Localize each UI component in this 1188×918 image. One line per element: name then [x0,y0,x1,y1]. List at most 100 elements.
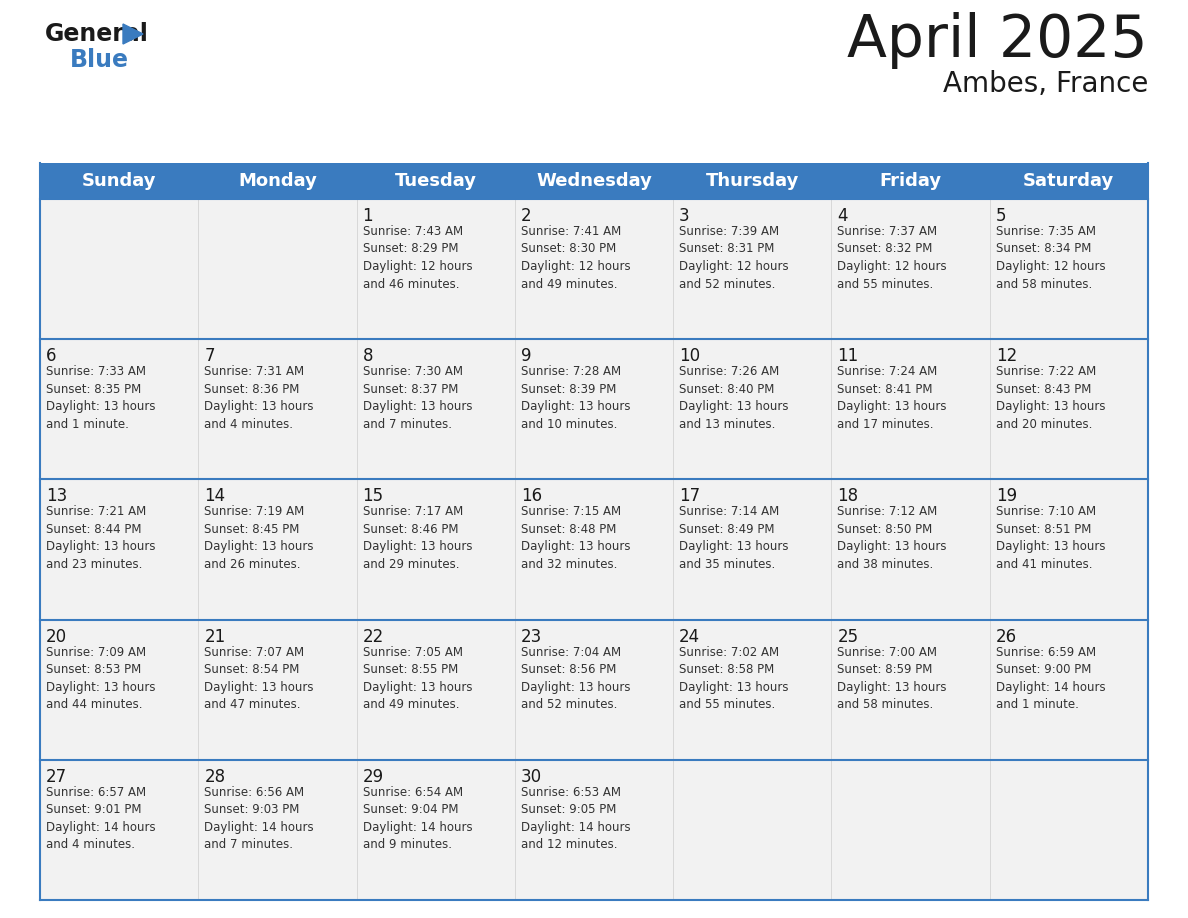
Text: Sunrise: 6:53 AM
Sunset: 9:05 PM
Daylight: 14 hours
and 12 minutes.: Sunrise: 6:53 AM Sunset: 9:05 PM Dayligh… [520,786,631,851]
Text: Blue: Blue [70,48,129,72]
Text: Sunrise: 6:56 AM
Sunset: 9:03 PM
Daylight: 14 hours
and 7 minutes.: Sunrise: 6:56 AM Sunset: 9:03 PM Dayligh… [204,786,314,851]
Bar [674,760,832,900]
Text: Saturday: Saturday [1023,172,1114,190]
Text: 11: 11 [838,347,859,365]
Text: April 2025: April 2025 [847,12,1148,69]
Text: Sunrise: 7:31 AM
Sunset: 8:36 PM
Daylight: 13 hours
and 4 minutes.: Sunrise: 7:31 AM Sunset: 8:36 PM Dayligh… [204,365,314,431]
Text: 5: 5 [996,207,1006,225]
Text: 23: 23 [520,628,542,645]
Text: Thursday: Thursday [706,172,800,190]
Text: 13: 13 [46,487,68,506]
Text: 29: 29 [362,767,384,786]
Text: Sunrise: 6:57 AM
Sunset: 9:01 PM
Daylight: 14 hours
and 4 minutes.: Sunrise: 6:57 AM Sunset: 9:01 PM Dayligh… [46,786,156,851]
Text: Sunrise: 7:28 AM
Sunset: 8:39 PM
Daylight: 13 hours
and 10 minutes.: Sunrise: 7:28 AM Sunset: 8:39 PM Dayligh… [520,365,631,431]
Text: 25: 25 [838,628,859,645]
Text: Sunrise: 7:12 AM
Sunset: 8:50 PM
Daylight: 13 hours
and 38 minutes.: Sunrise: 7:12 AM Sunset: 8:50 PM Dayligh… [838,506,947,571]
Bar [40,163,1148,199]
Bar [832,339,990,479]
Text: Sunrise: 7:26 AM
Sunset: 8:40 PM
Daylight: 13 hours
and 13 minutes.: Sunrise: 7:26 AM Sunset: 8:40 PM Dayligh… [680,365,789,431]
Polygon shape [124,24,143,44]
Text: Sunrise: 7:10 AM
Sunset: 8:51 PM
Daylight: 13 hours
and 41 minutes.: Sunrise: 7:10 AM Sunset: 8:51 PM Dayligh… [996,506,1105,571]
Text: 9: 9 [520,347,531,365]
Text: 18: 18 [838,487,859,506]
Text: Sunrise: 7:04 AM
Sunset: 8:56 PM
Daylight: 13 hours
and 52 minutes.: Sunrise: 7:04 AM Sunset: 8:56 PM Dayligh… [520,645,631,711]
Text: 10: 10 [680,347,700,365]
Bar [832,620,990,760]
Text: Ambes, France: Ambes, France [942,70,1148,98]
Bar [514,199,674,339]
Bar [356,479,514,620]
Text: 7: 7 [204,347,215,365]
Text: Sunrise: 7:35 AM
Sunset: 8:34 PM
Daylight: 12 hours
and 58 minutes.: Sunrise: 7:35 AM Sunset: 8:34 PM Dayligh… [996,225,1105,290]
Bar [990,620,1148,760]
Bar [40,760,198,900]
Bar [40,479,198,620]
Text: 27: 27 [46,767,68,786]
Bar [990,760,1148,900]
Bar [832,760,990,900]
Bar [990,199,1148,339]
Bar [356,199,514,339]
Text: Tuesday: Tuesday [394,172,476,190]
Text: 16: 16 [520,487,542,506]
Text: Sunrise: 7:41 AM
Sunset: 8:30 PM
Daylight: 12 hours
and 49 minutes.: Sunrise: 7:41 AM Sunset: 8:30 PM Dayligh… [520,225,631,290]
Text: 4: 4 [838,207,848,225]
Bar [674,339,832,479]
Text: Sunrise: 6:59 AM
Sunset: 9:00 PM
Daylight: 14 hours
and 1 minute.: Sunrise: 6:59 AM Sunset: 9:00 PM Dayligh… [996,645,1105,711]
Text: Sunrise: 6:54 AM
Sunset: 9:04 PM
Daylight: 14 hours
and 9 minutes.: Sunrise: 6:54 AM Sunset: 9:04 PM Dayligh… [362,786,472,851]
Text: General: General [45,22,148,46]
Text: 22: 22 [362,628,384,645]
Bar [356,760,514,900]
Bar [198,339,356,479]
Bar [40,199,198,339]
Text: Sunrise: 7:24 AM
Sunset: 8:41 PM
Daylight: 13 hours
and 17 minutes.: Sunrise: 7:24 AM Sunset: 8:41 PM Dayligh… [838,365,947,431]
Bar [514,620,674,760]
Bar [356,620,514,760]
Bar [990,479,1148,620]
Text: Sunrise: 7:39 AM
Sunset: 8:31 PM
Daylight: 12 hours
and 52 minutes.: Sunrise: 7:39 AM Sunset: 8:31 PM Dayligh… [680,225,789,290]
Text: Sunrise: 7:43 AM
Sunset: 8:29 PM
Daylight: 12 hours
and 46 minutes.: Sunrise: 7:43 AM Sunset: 8:29 PM Dayligh… [362,225,472,290]
Text: 30: 30 [520,767,542,786]
Text: Sunrise: 7:22 AM
Sunset: 8:43 PM
Daylight: 13 hours
and 20 minutes.: Sunrise: 7:22 AM Sunset: 8:43 PM Dayligh… [996,365,1105,431]
Text: Sunrise: 7:09 AM
Sunset: 8:53 PM
Daylight: 13 hours
and 44 minutes.: Sunrise: 7:09 AM Sunset: 8:53 PM Dayligh… [46,645,156,711]
Text: 2: 2 [520,207,531,225]
Bar [198,620,356,760]
Text: Monday: Monday [238,172,317,190]
Text: Sunrise: 7:14 AM
Sunset: 8:49 PM
Daylight: 13 hours
and 35 minutes.: Sunrise: 7:14 AM Sunset: 8:49 PM Dayligh… [680,506,789,571]
Bar [674,199,832,339]
Bar [198,479,356,620]
Text: 20: 20 [46,628,68,645]
Text: Sunrise: 7:33 AM
Sunset: 8:35 PM
Daylight: 13 hours
and 1 minute.: Sunrise: 7:33 AM Sunset: 8:35 PM Dayligh… [46,365,156,431]
Text: 24: 24 [680,628,700,645]
Text: 17: 17 [680,487,700,506]
Text: Sunrise: 7:17 AM
Sunset: 8:46 PM
Daylight: 13 hours
and 29 minutes.: Sunrise: 7:17 AM Sunset: 8:46 PM Dayligh… [362,506,472,571]
Text: Sunday: Sunday [82,172,157,190]
Text: Sunrise: 7:30 AM
Sunset: 8:37 PM
Daylight: 13 hours
and 7 minutes.: Sunrise: 7:30 AM Sunset: 8:37 PM Dayligh… [362,365,472,431]
Text: 12: 12 [996,347,1017,365]
Text: 15: 15 [362,487,384,506]
Bar [40,620,198,760]
Bar [356,339,514,479]
Text: Sunrise: 7:19 AM
Sunset: 8:45 PM
Daylight: 13 hours
and 26 minutes.: Sunrise: 7:19 AM Sunset: 8:45 PM Dayligh… [204,506,314,571]
Text: 1: 1 [362,207,373,225]
Text: 8: 8 [362,347,373,365]
Text: 26: 26 [996,628,1017,645]
Text: Friday: Friday [879,172,942,190]
Text: 21: 21 [204,628,226,645]
Bar [198,760,356,900]
Text: Sunrise: 7:15 AM
Sunset: 8:48 PM
Daylight: 13 hours
and 32 minutes.: Sunrise: 7:15 AM Sunset: 8:48 PM Dayligh… [520,506,631,571]
Bar [514,339,674,479]
Text: Wednesday: Wednesday [536,172,652,190]
Bar [514,760,674,900]
Bar [832,479,990,620]
Text: Sunrise: 7:37 AM
Sunset: 8:32 PM
Daylight: 12 hours
and 55 minutes.: Sunrise: 7:37 AM Sunset: 8:32 PM Dayligh… [838,225,947,290]
Text: Sunrise: 7:00 AM
Sunset: 8:59 PM
Daylight: 13 hours
and 58 minutes.: Sunrise: 7:00 AM Sunset: 8:59 PM Dayligh… [838,645,947,711]
Text: Sunrise: 7:02 AM
Sunset: 8:58 PM
Daylight: 13 hours
and 55 minutes.: Sunrise: 7:02 AM Sunset: 8:58 PM Dayligh… [680,645,789,711]
Bar [832,199,990,339]
Bar [514,479,674,620]
Text: 19: 19 [996,487,1017,506]
Text: Sunrise: 7:05 AM
Sunset: 8:55 PM
Daylight: 13 hours
and 49 minutes.: Sunrise: 7:05 AM Sunset: 8:55 PM Dayligh… [362,645,472,711]
Bar [40,339,198,479]
Bar [198,199,356,339]
Bar [990,339,1148,479]
